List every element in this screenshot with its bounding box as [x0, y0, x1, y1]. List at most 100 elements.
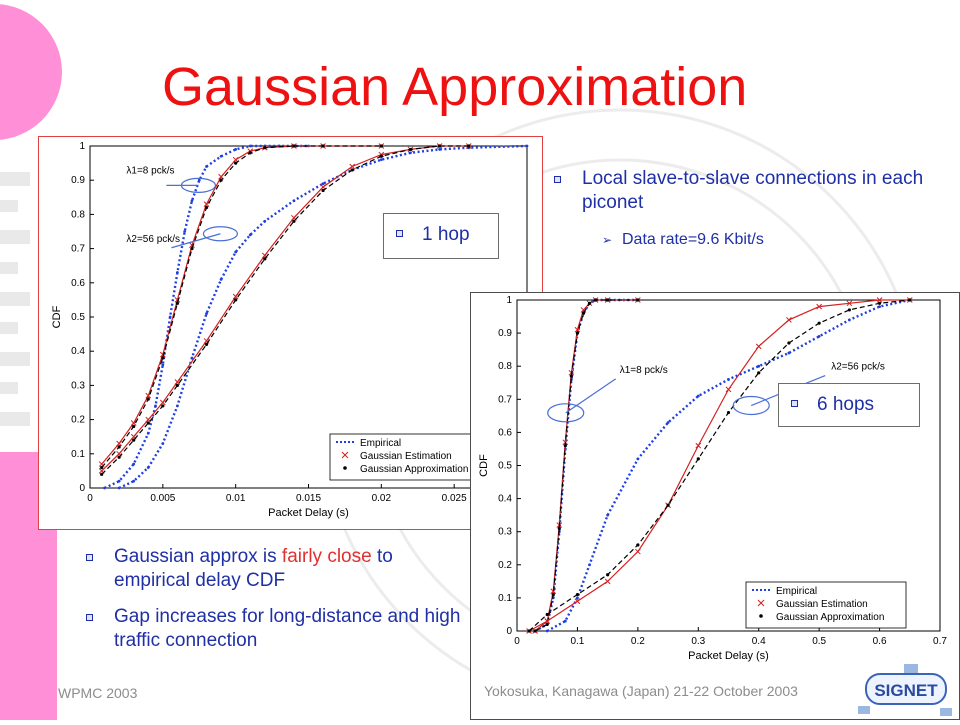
data-point-dot: [292, 144, 296, 148]
logo-oval-icon: [865, 673, 947, 705]
data-point-empirical: [146, 466, 150, 469]
data-point-empirical: [545, 629, 549, 633]
data-point-empirical: [636, 457, 640, 461]
data-point-dot: [175, 383, 179, 387]
legend-swatch: [757, 599, 765, 607]
data-point-dot: [757, 371, 761, 375]
data-point-dot: [146, 421, 150, 425]
series-line-gaussian-approximation: [534, 299, 638, 632]
y-tick-label: 0.8: [498, 361, 512, 372]
data-point-dot: [606, 573, 610, 577]
y-tick-label: 0.9: [498, 328, 512, 339]
data-point-dot: [175, 301, 179, 305]
y-tick-label: 0.7: [498, 394, 512, 405]
data-point-cross: [378, 151, 385, 158]
data-point-cross: [130, 420, 137, 426]
data-point-empirical: [117, 479, 121, 483]
x-tick-label: 0.025: [442, 493, 467, 504]
data-point-dot: [350, 168, 354, 172]
data-point-dot: [545, 622, 549, 626]
data-point-empirical: [154, 404, 157, 408]
x-tick-label: 0.4: [752, 636, 766, 647]
data-point-cross: [232, 293, 239, 300]
data-point-empirical: [588, 563, 591, 567]
data-point-dot: [877, 301, 882, 305]
data-point-empirical: [146, 431, 150, 435]
sub-bullet-item: ➢ Data rate=9.6 Kbit/s: [580, 231, 764, 249]
y-tick-label: 0.3: [71, 380, 85, 391]
data-point-empirical: [183, 230, 187, 233]
data-point-empirical: [234, 250, 238, 254]
y-tick-label: 1: [79, 141, 85, 152]
data-point-empirical: [197, 178, 201, 182]
data-point-dot: [847, 308, 851, 312]
data-point-cross: [816, 303, 822, 310]
data-point-cross: [604, 578, 611, 585]
data-point-dot: [545, 612, 549, 617]
data-point-empirical: [219, 277, 223, 281]
data-point-empirical: [757, 364, 761, 368]
data-point-dot: [787, 341, 791, 345]
data-point-dot: [161, 356, 165, 360]
x-tick-label: 0.1: [570, 636, 584, 647]
data-point-empirical: [168, 315, 172, 319]
x-axis-label: Packet Delay (s): [268, 507, 349, 519]
footer-left: WPMC 2003: [58, 685, 138, 701]
series-line-gaussian-estimation: [528, 299, 910, 632]
square-bullet-icon: [86, 554, 93, 561]
annotation-ellipse: [732, 395, 770, 416]
right-bullet-list: Local slave-to-slave connections in each…: [550, 167, 940, 215]
data-point-cross: [755, 343, 762, 350]
x-tick-label: 0.5: [812, 636, 826, 647]
data-point-empirical: [438, 148, 441, 151]
data-point-empirical: [576, 596, 579, 600]
chart-1-hop: 00.0050.010.0150.020.0250.0300.10.20.30.…: [38, 136, 543, 530]
data-point-cross: [189, 242, 195, 249]
legend-box: [745, 581, 907, 629]
x-tick-label: 0.2: [631, 636, 645, 647]
data-point-dot: [204, 205, 209, 210]
six-hops-label-box: 6 hops: [778, 383, 920, 427]
y-tick-label: 0.3: [498, 527, 512, 538]
logo-computer-icon: [858, 706, 870, 714]
data-point-dot: [908, 298, 912, 302]
annotation-label: λ1=8 pck/s: [620, 365, 668, 376]
legend-swatch: [343, 466, 347, 470]
data-point-empirical: [817, 335, 821, 338]
x-tick-label: 0.7: [933, 636, 947, 647]
data-point-dot: [263, 146, 267, 150]
data-point-dot: [438, 144, 442, 148]
chart-6-hops: 0 0.1 0.2 0.3 0.4 0.5 0.6 0.7 0 0.1 0.2 0.3 0.4 0.5 0.…: [470, 292, 960, 720]
left-bullet-1-text-after: to empirical delay CDF: [114, 546, 393, 591]
y-tick-label: 0.7: [71, 244, 85, 255]
annotation-ellipse: [547, 403, 585, 423]
data-point-empirical: [205, 312, 208, 315]
data-point-empirical: [219, 154, 223, 158]
data-point-cross: [174, 379, 181, 385]
slide-title: Gaussian Approximation: [162, 57, 748, 117]
data-point-dot: [219, 178, 223, 182]
annotation-label: λ1=8 pck/s: [126, 165, 174, 176]
data-point-dot: [557, 526, 561, 530]
x-tick-label: 0.005: [150, 493, 175, 504]
data-point-dot: [666, 503, 670, 507]
left-bullet-1-text-before: Gaussian approx is: [114, 546, 282, 567]
x-tick-label: 0: [87, 493, 93, 504]
data-point-dot: [379, 154, 383, 158]
square-bullet-icon: [554, 176, 561, 183]
data-point-cross: [550, 588, 557, 595]
data-point-cross: [695, 442, 702, 449]
annotation-ellipse: [202, 226, 239, 242]
y-tick-label: 0.5: [71, 312, 85, 323]
data-point-dot: [551, 592, 555, 597]
data-point-empirical: [161, 363, 165, 367]
left-bars-decoration: [0, 172, 30, 426]
y-tick-label: 0.6: [498, 427, 512, 438]
pink-bubble-decoration: [0, 4, 62, 140]
signet-logo: SIGNET: [856, 664, 956, 720]
series-line-empirical: [546, 298, 911, 633]
data-point-empirical: [409, 151, 412, 155]
annotation-ellipse: [180, 177, 217, 193]
data-point-dot: [234, 161, 238, 165]
data-point-empirical: [248, 233, 252, 237]
